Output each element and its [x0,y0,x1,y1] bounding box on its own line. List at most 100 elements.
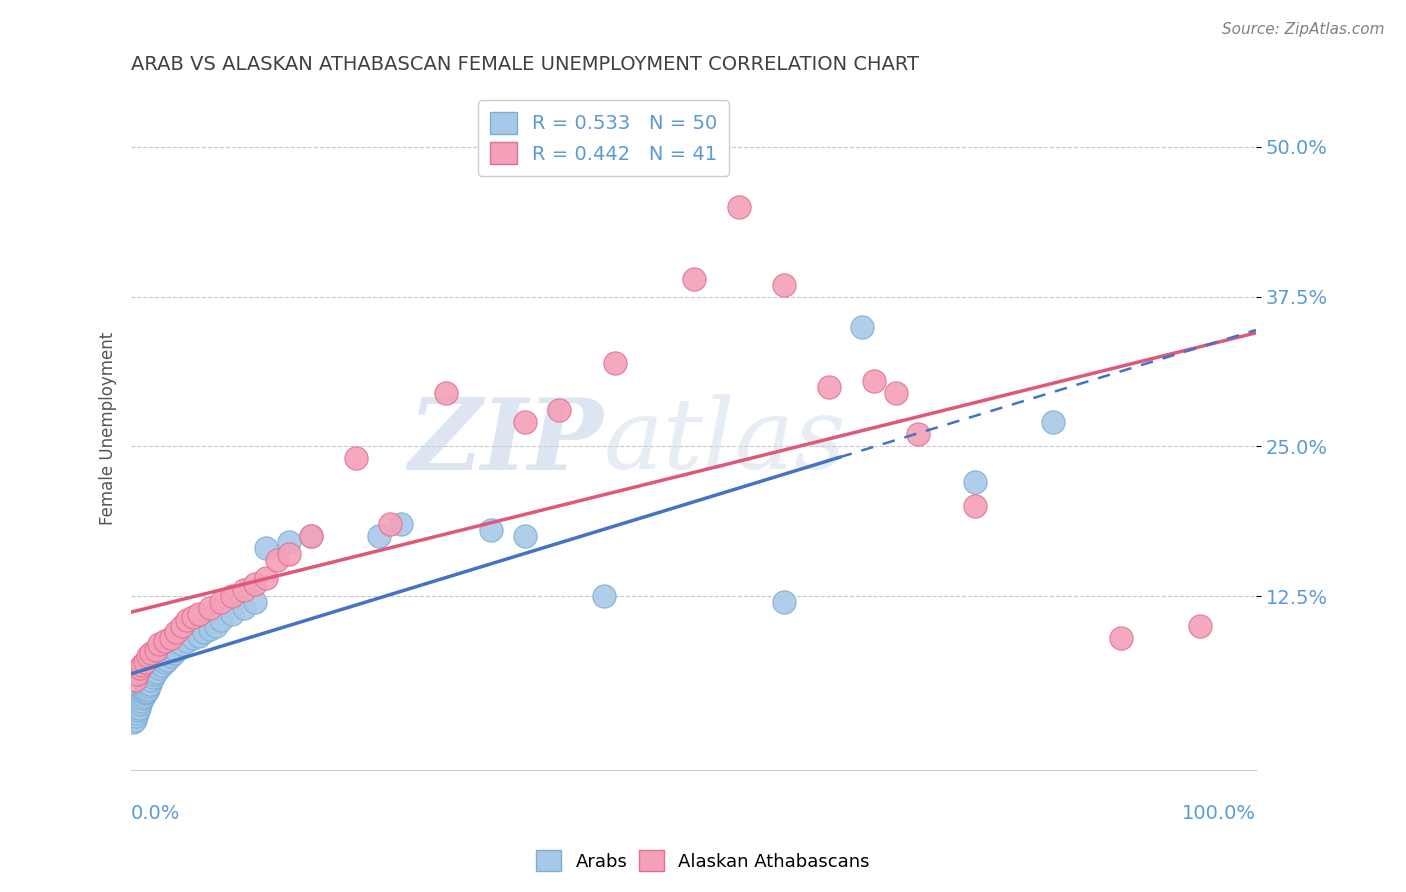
Point [125,709,148,723]
Point [198,622,221,636]
Point [139,677,162,691]
Point [772,595,794,609]
Point [209,613,232,627]
Point [243,577,266,591]
Point [479,524,502,538]
Point [1109,632,1132,646]
Point [772,277,794,292]
Point [682,271,704,285]
Point [176,633,198,648]
Point [221,607,243,622]
Point [124,713,146,727]
Point [181,609,204,624]
Point [148,637,170,651]
Point [141,646,163,660]
Point [884,385,907,400]
Point [134,686,156,700]
Point [277,535,299,549]
Point [129,661,152,675]
Point [243,595,266,609]
Point [378,517,401,532]
Point [176,613,198,627]
Point [153,655,176,669]
Text: Source: ZipAtlas.com: Source: ZipAtlas.com [1222,22,1385,37]
Point [142,670,165,684]
Point [132,689,155,703]
Point [145,665,167,679]
Text: 0.0%: 0.0% [131,805,180,823]
Point [136,681,159,696]
Point [159,649,181,664]
Point [344,451,367,466]
Point [170,637,193,651]
Point [136,684,159,698]
Point [124,673,146,688]
Legend: R = 0.533   N = 50, R = 0.442   N = 41: R = 0.533 N = 50, R = 0.442 N = 41 [478,100,730,176]
Point [131,691,153,706]
Point [135,685,157,699]
Point [150,657,173,672]
Point [198,601,221,615]
Point [232,583,254,598]
Point [299,529,322,543]
Text: atlas: atlas [603,394,846,490]
Y-axis label: Female Unemployment: Female Unemployment [100,332,117,525]
Point [963,500,986,514]
Point [134,655,156,669]
Point [907,427,929,442]
Point [170,619,193,633]
Point [122,715,145,730]
Point [547,403,569,417]
Point [1042,416,1064,430]
Point [181,632,204,646]
Point [299,529,322,543]
Text: 100.0%: 100.0% [1182,805,1256,823]
Point [266,553,288,567]
Point [125,667,148,681]
Point [367,529,389,543]
Point [159,632,181,646]
Point [142,667,165,681]
Point [141,673,163,688]
Point [163,646,186,660]
Point [513,529,536,543]
Point [145,643,167,657]
Point [254,541,277,556]
Point [277,547,299,561]
Point [851,319,873,334]
Point [603,355,626,369]
Point [148,661,170,675]
Point [817,379,839,393]
Point [204,619,226,633]
Point [129,697,152,711]
Text: ARAB VS ALASKAN ATHABASCAN FEMALE UNEMPLOYMENT CORRELATION CHART: ARAB VS ALASKAN ATHABASCAN FEMALE UNEMPL… [131,55,920,74]
Point [187,607,209,622]
Point [389,517,412,532]
Point [434,385,457,400]
Point [1188,619,1211,633]
Point [136,649,159,664]
Point [156,653,179,667]
Point [187,629,209,643]
Point [127,703,149,717]
Point [727,200,749,214]
Point [128,700,150,714]
Point [165,643,187,657]
Point [131,693,153,707]
Point [862,374,884,388]
Point [131,657,153,672]
Point [232,601,254,615]
Text: ZIP: ZIP [409,394,603,491]
Point [138,679,160,693]
Point [221,590,243,604]
Point [513,416,536,430]
Point [193,625,215,640]
Point [254,571,277,585]
Legend: Arabs, Alaskan Athabascans: Arabs, Alaskan Athabascans [529,843,877,879]
Point [592,590,614,604]
Point [165,625,187,640]
Point [963,475,986,490]
Point [125,706,148,720]
Point [153,633,176,648]
Point [209,595,232,609]
